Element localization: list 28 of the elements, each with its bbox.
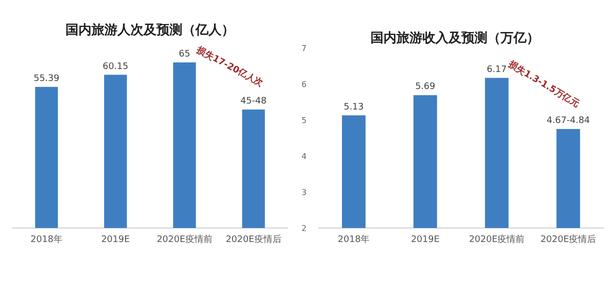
bar bbox=[242, 110, 265, 228]
y-tick-label: 4 bbox=[301, 152, 307, 161]
x-tick-label: 2019E bbox=[410, 235, 440, 245]
data-label: 45-48 bbox=[240, 96, 267, 107]
x-tick-label: 2020E疫情后 bbox=[226, 234, 282, 245]
y-tick-label: 5 bbox=[301, 116, 307, 125]
chart-title: 国内旅游人次及预测（亿人） bbox=[66, 22, 234, 38]
x-tick-label: 2020E疫情前 bbox=[468, 234, 525, 245]
bar bbox=[104, 74, 127, 228]
data-label: 6.17 bbox=[486, 64, 507, 75]
y-tick-label: 6 bbox=[301, 80, 307, 89]
x-tick-label: 2019E bbox=[101, 235, 130, 245]
bar bbox=[35, 86, 58, 228]
data-label: 5.69 bbox=[415, 82, 436, 92]
data-label: 5.13 bbox=[344, 102, 364, 112]
x-tick-label: 2018年 bbox=[338, 234, 370, 245]
y-tick-label: 3 bbox=[301, 188, 307, 197]
y-tick-label: 7 bbox=[301, 44, 307, 53]
x-tick-label: 2020E疫情前 bbox=[156, 234, 212, 245]
data-label: 55.39 bbox=[34, 74, 60, 84]
data-label: 65 bbox=[178, 49, 190, 60]
data-label: 4.67-4.84 bbox=[546, 116, 590, 126]
chart-title: 国内旅游收入及预测（万亿） bbox=[370, 30, 540, 46]
y-tick-label: 2 bbox=[301, 224, 307, 233]
bar bbox=[173, 62, 196, 228]
x-tick-label: 2020E疫情后 bbox=[540, 234, 596, 245]
data-label: 60.15 bbox=[102, 62, 128, 72]
x-tick-label: 2018年 bbox=[30, 234, 62, 245]
